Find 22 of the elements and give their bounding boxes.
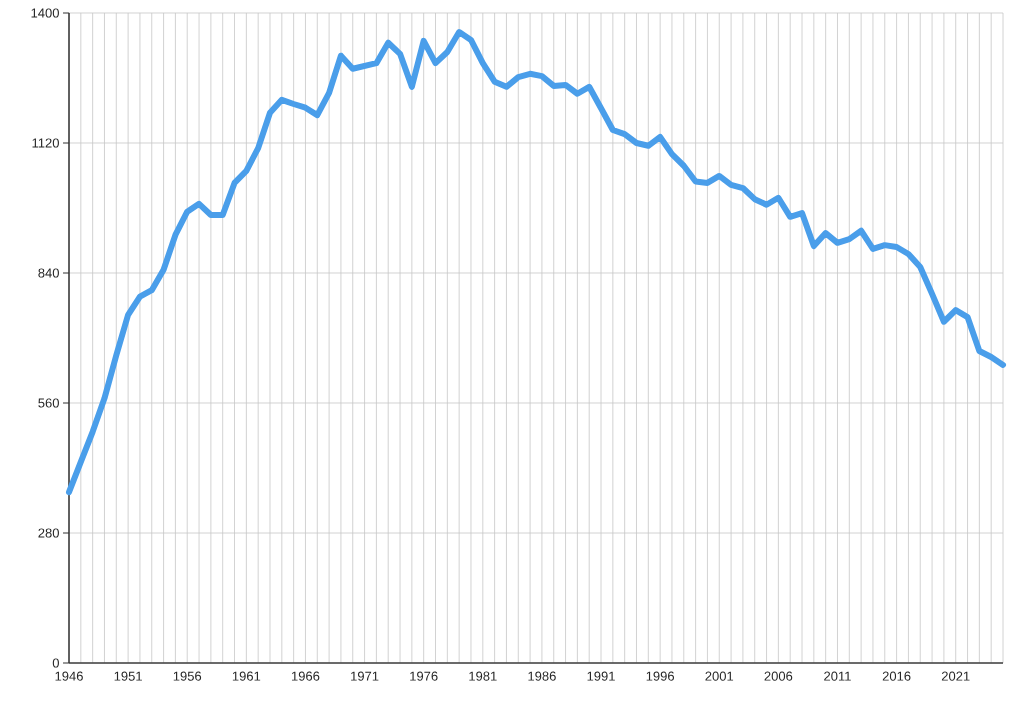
y-tick-label: 0 [52,658,59,668]
x-tick-label: 1981 [469,671,497,681]
x-tick-label: 1976 [410,671,438,681]
y-tick-label: 280 [38,528,59,538]
x-tick-label: 2006 [764,671,793,681]
x-tick-label: 1991 [587,671,615,681]
y-tick-label: 840 [38,268,59,278]
y-tick-label: 1120 [32,138,59,148]
x-tick-label: 1961 [232,671,261,681]
x-tick-label: 2021 [941,671,970,681]
x-tick-label: 1986 [528,671,556,681]
x-tick-label: 2011 [824,671,851,681]
y-tick-label: 1400 [31,8,59,18]
x-tick-label: 1996 [646,671,675,681]
x-tick-label: 2016 [882,671,911,681]
x-tick-label: 1971 [351,671,379,681]
y-tick-label: 560 [38,398,59,408]
x-tick-label: 1956 [173,671,202,681]
x-tick-label: 1946 [55,671,83,681]
x-tick-label: 1966 [291,671,320,681]
x-tick-label: 1951 [114,671,142,681]
x-tick-label: 2001 [705,671,734,681]
